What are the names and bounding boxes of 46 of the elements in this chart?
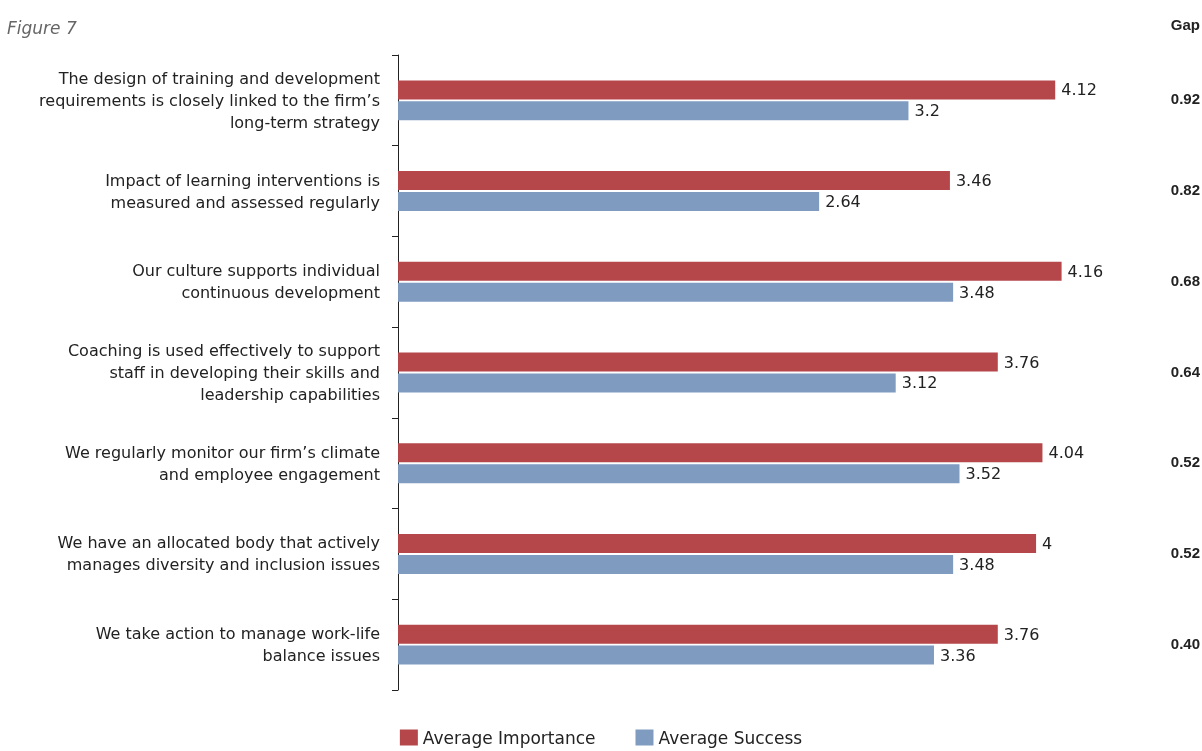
data-label: 3.46 [955, 171, 992, 191]
y-tick-label: Coaching is used effectively to support staff in developing their skills and leadership capabilities [67, 341, 380, 404]
y-tick-label: We take action to manage work-life balance issues [95, 624, 380, 666]
data-label: 3.36 [939, 645, 976, 665]
data-label: 3.2 [914, 101, 940, 121]
text: 0.64 [1170, 362, 1201, 380]
bar [398, 443, 1043, 463]
data-label: 4.04 [1048, 443, 1085, 463]
bar [398, 645, 934, 665]
y-tick-label: Impact of learning interventions is measured and assessed regularly [105, 170, 380, 212]
data-label: 3.48 [959, 554, 995, 574]
data-label: 4 [1042, 533, 1053, 553]
data-label: 3.12 [901, 373, 938, 393]
data-label: 4.12 [1061, 80, 1097, 100]
bar [398, 352, 998, 372]
bar [398, 282, 954, 302]
text: Figure 7 [7, 17, 77, 38]
bar [398, 80, 1056, 100]
bar [398, 101, 909, 121]
y-tick-label: The design of training and development requirements is closely linked to the firm’s long-term strategy [39, 68, 380, 132]
bar [398, 624, 998, 644]
text: 0.40 [1170, 634, 1201, 652]
data-label: 4.16 [1067, 261, 1104, 281]
data-label: 3.48 [959, 282, 995, 302]
bar [398, 192, 820, 212]
y-tick-label: We regularly monitor our firm’s climate and employee engagement [65, 442, 380, 484]
bar [398, 373, 896, 393]
data-label: 3.76 [1003, 352, 1040, 372]
y-tick-label: We have an allocated body that actively manages diversity and inclusion issues [57, 533, 380, 575]
data-label: 3.52 [965, 464, 1002, 484]
text: Gap [1170, 16, 1201, 33]
data-label: 3.76 [1003, 624, 1040, 644]
text: 0.82 [1170, 181, 1201, 199]
bar [398, 261, 1062, 281]
legend-label: Average Importance [422, 727, 596, 748]
data-label: 2.64 [825, 192, 861, 212]
bar [398, 533, 1037, 553]
bar [398, 171, 950, 191]
y-tick-label: Our culture supports individual continuous development [132, 261, 380, 303]
legend-label: Average Success [658, 727, 803, 748]
bar [398, 464, 960, 484]
text: 0.52 [1170, 543, 1201, 561]
text: 0.68 [1170, 271, 1201, 289]
bar [398, 554, 954, 574]
text: 0.52 [1170, 453, 1201, 471]
text: 0.92 [1170, 90, 1201, 108]
